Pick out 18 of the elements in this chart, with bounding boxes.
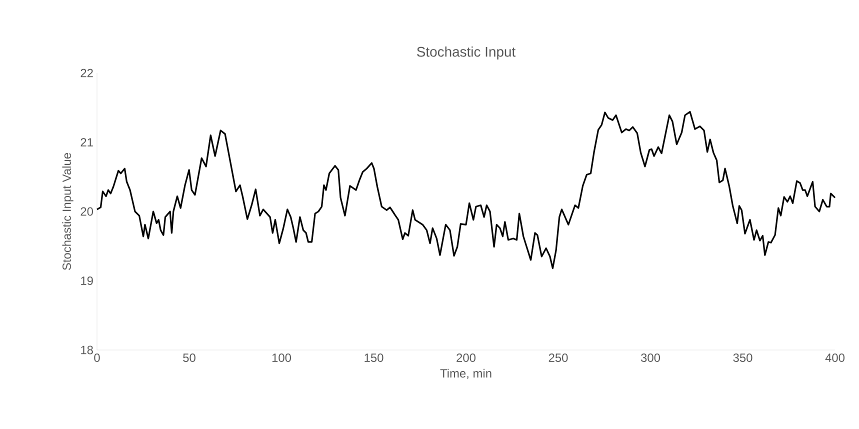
y-axis-title: Stochastic Input Value: [62, 153, 74, 270]
y-tick-label: 20: [80, 207, 94, 216]
x-tick-label: 100: [272, 354, 292, 362]
x-tick-label: 300: [640, 354, 660, 362]
x-tick-label: 150: [364, 354, 384, 362]
line-series: [96, 110, 836, 270]
y-tick-label: 21: [80, 138, 93, 146]
x-axis-title: Time, min: [440, 368, 492, 380]
x-tick-label: 200: [456, 354, 476, 362]
x-tick-label: 50: [183, 354, 196, 362]
x-tick-label: 350: [733, 354, 752, 362]
y-tick-label: 18: [81, 346, 93, 354]
chart-title: Stochastic Input: [417, 46, 516, 60]
y-tick-label: 19: [81, 276, 93, 285]
x-tick-label: 250: [548, 354, 568, 362]
x-tick-label: 0: [94, 354, 100, 362]
y-tick-label: 22: [80, 68, 93, 78]
x-tick-label: 400: [825, 354, 845, 362]
